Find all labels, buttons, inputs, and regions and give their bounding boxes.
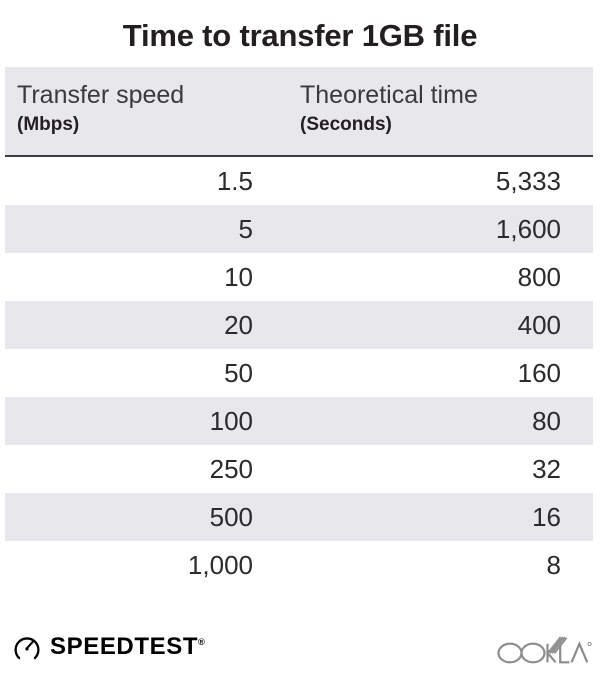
cell-theoretical-time: 1,600 (495, 214, 561, 244)
cell-theoretical-time: 8 (546, 550, 561, 580)
table-row: 100 80 (5, 397, 593, 445)
speedtest-wordmark: SPEEDTEST® (50, 633, 205, 661)
cell-transfer-speed: 1.5 (216, 166, 253, 196)
cell-theoretical-time: 80 (532, 406, 561, 436)
ookla-wordmark (497, 636, 592, 664)
column-header-theoretical-time: Theoretical time (Seconds) (300, 79, 478, 138)
cell-transfer-speed: 250 (209, 454, 253, 484)
table-row: 10 800 (5, 253, 593, 301)
cell-transfer-speed: 50 (224, 358, 253, 388)
cell-theoretical-time: 5,333 (495, 166, 561, 196)
table-row: 250 32 (5, 445, 593, 493)
cell-theoretical-time: 800 (517, 262, 561, 292)
table-row: 50 160 (5, 349, 593, 397)
cell-theoretical-time: 160 (517, 358, 561, 388)
table-row: 5 1,600 (5, 205, 593, 253)
table-header-row: Transfer speed (Mbps) Theoretical time (… (5, 67, 593, 157)
cell-transfer-speed: 100 (209, 406, 253, 436)
table-row: 500 16 (5, 493, 593, 541)
cell-transfer-speed: 500 (209, 502, 253, 532)
cell-theoretical-time: 16 (532, 502, 561, 532)
registered-trademark-icon: ® (198, 637, 205, 647)
speedometer-gauge-icon (13, 633, 41, 661)
column-header-transfer-speed: Transfer speed (Mbps) (17, 79, 184, 138)
column-header-theoretical-time-unit: (Seconds) (300, 114, 392, 135)
ookla-logo (496, 631, 592, 665)
cell-transfer-speed: 5 (238, 214, 253, 244)
speedtest-logo: SPEEDTEST® (13, 628, 205, 666)
table-row: 1,000 8 (5, 541, 593, 589)
transfer-time-table: Transfer speed (Mbps) Theoretical time (… (5, 67, 593, 589)
speedtest-wordmark-text: SPEEDTEST (50, 633, 199, 660)
column-header-theoretical-time-label: Theoretical time (300, 81, 478, 109)
footer: SPEEDTEST® (0, 618, 600, 677)
table-row: 20 400 (5, 301, 593, 349)
cell-theoretical-time: 400 (517, 310, 561, 340)
table-body: 1.5 5,333 5 1,600 10 800 20 400 50 160 1… (5, 157, 593, 589)
cell-transfer-speed: 1,000 (187, 550, 253, 580)
cell-theoretical-time: 32 (532, 454, 561, 484)
cell-transfer-speed: 10 (224, 262, 253, 292)
column-header-transfer-speed-label: Transfer speed (17, 81, 185, 109)
cell-transfer-speed: 20 (224, 310, 253, 340)
table-row: 1.5 5,333 (5, 157, 593, 205)
page-title: Time to transfer 1GB file (122, 18, 478, 53)
column-header-transfer-speed-unit: (Mbps) (17, 114, 80, 135)
